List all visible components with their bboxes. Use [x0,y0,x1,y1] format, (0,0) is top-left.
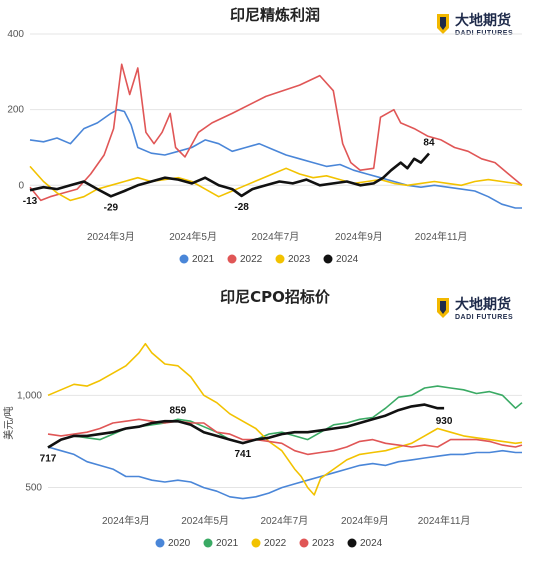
x-tick-label: 2024年7月 [260,514,308,527]
legend-marker [299,538,309,548]
x-tick-label: 2024年5月 [181,514,229,527]
y-tick-label: 0 [18,180,24,191]
legend-marker [203,538,213,548]
x-tick-label: 2024年3月 [87,230,135,243]
series-line-2023 [47,418,523,456]
legend-label: 2023 [312,538,335,549]
logo-text-en: DADI FUTURES [455,314,513,321]
legend-marker [251,538,261,548]
x-tick-label: 2024年9月 [335,230,383,243]
legend-label: 2023 [288,254,311,265]
series-line-2024 [47,403,445,449]
data-label: 859 [170,405,187,416]
legend-marker [323,254,333,264]
legend-label: 2024 [360,538,383,549]
data-label: 717 [40,454,57,465]
x-tick-label: 2024年9月 [341,514,389,527]
data-label: -29 [104,202,119,213]
series-line-2024 [29,152,430,198]
legend-marker [179,254,189,264]
series-line-2022 [29,63,523,202]
logo-text-cn: 大地期货 [455,12,511,29]
data-label: 84 [423,138,435,149]
x-tick-label: 2024年7月 [251,230,299,243]
y-axis-label: 美元/吨 [2,406,15,439]
y-tick-label: 500 [25,483,42,494]
legend-label: 2020 [168,538,191,549]
legend-label: 2022 [240,254,263,265]
y-tick-label: 400 [7,29,24,40]
legend-marker [227,254,237,264]
x-tick-label: 2024年11月 [418,514,471,527]
legend-marker [155,538,165,548]
logo-emblem-inner-icon [440,17,446,30]
data-label: -28 [234,202,249,213]
legend-label: 2022 [264,538,287,549]
data-label: -13 [23,196,38,207]
series-line-2020 [47,446,522,500]
logo-emblem-inner-icon [440,301,446,314]
data-label: 741 [234,449,251,460]
chart-title: 印尼CPO招标价 [220,288,331,306]
legend-label: 2024 [336,254,359,265]
logo-text-cn: 大地期货 [455,296,511,313]
series-line-2021 [29,108,522,209]
legend-label: 2021 [216,538,239,549]
chart-title: 印尼精炼利润 [230,6,320,24]
legend-label: 2021 [192,254,215,265]
x-tick-label: 2024年5月 [169,230,217,243]
x-tick-label: 2024年11月 [415,230,468,243]
legend-marker [275,254,285,264]
data-label: 930 [436,416,453,427]
x-tick-label: 2024年3月 [102,514,150,527]
series-line-2023 [29,165,523,202]
legend: 2021 2022 2023 2024 [179,254,359,265]
legend-marker [347,538,357,548]
y-tick-label: 200 [7,105,24,116]
y-tick-label: 1,000 [17,390,42,401]
series-line-2022 [47,342,523,496]
legend: 2020 2021 2022 2023 2024 [155,538,383,549]
